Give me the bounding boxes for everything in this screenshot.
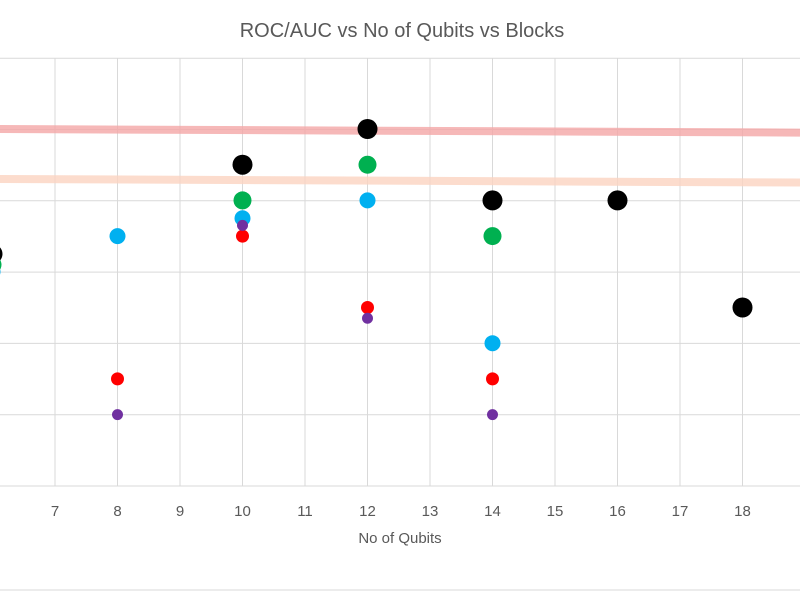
x-tick-label: 18 [734,503,751,520]
data-points [0,119,753,421]
data-point [109,228,126,245]
data-point [0,269,1,275]
data-point [359,192,376,209]
data-point [232,154,253,175]
data-point [484,335,501,352]
chart-title: ROC/AUC vs No of Qubits vs Blocks [240,20,565,42]
data-point [111,372,124,386]
x-tick-label: 8 [113,503,121,520]
x-tick-label: 12 [359,503,376,520]
trendline [0,125,800,137]
x-tick-label: 17 [672,503,689,520]
data-point [362,312,373,324]
data-point [482,190,503,211]
data-point [732,297,753,318]
data-point [237,219,248,231]
x-tick-labels: 7891011121314151617181 [51,503,751,520]
x-tick-label: 11 [297,503,313,520]
x-axis-label: No of Qubits [358,530,441,547]
x-tick-label: 10 [234,503,251,520]
data-point [483,227,502,246]
x-tick-label: 7 [51,503,59,520]
data-point [0,247,3,261]
trendlines [0,125,800,187]
data-point [487,409,498,421]
data-point [112,409,123,421]
x-tick-label: 16 [609,503,626,520]
data-point [361,301,374,314]
data-point [357,119,378,139]
data-point [0,259,2,270]
data-point [607,190,628,211]
data-point [236,229,249,243]
data-point [486,372,499,386]
x-tick-label: 15 [547,503,564,520]
data-point [358,155,377,174]
x-tick-label: 14 [484,503,501,520]
trendline [0,174,800,187]
x-tick-label: 13 [422,503,439,520]
x-tick-label: 9 [176,503,184,520]
data-point [233,191,252,210]
